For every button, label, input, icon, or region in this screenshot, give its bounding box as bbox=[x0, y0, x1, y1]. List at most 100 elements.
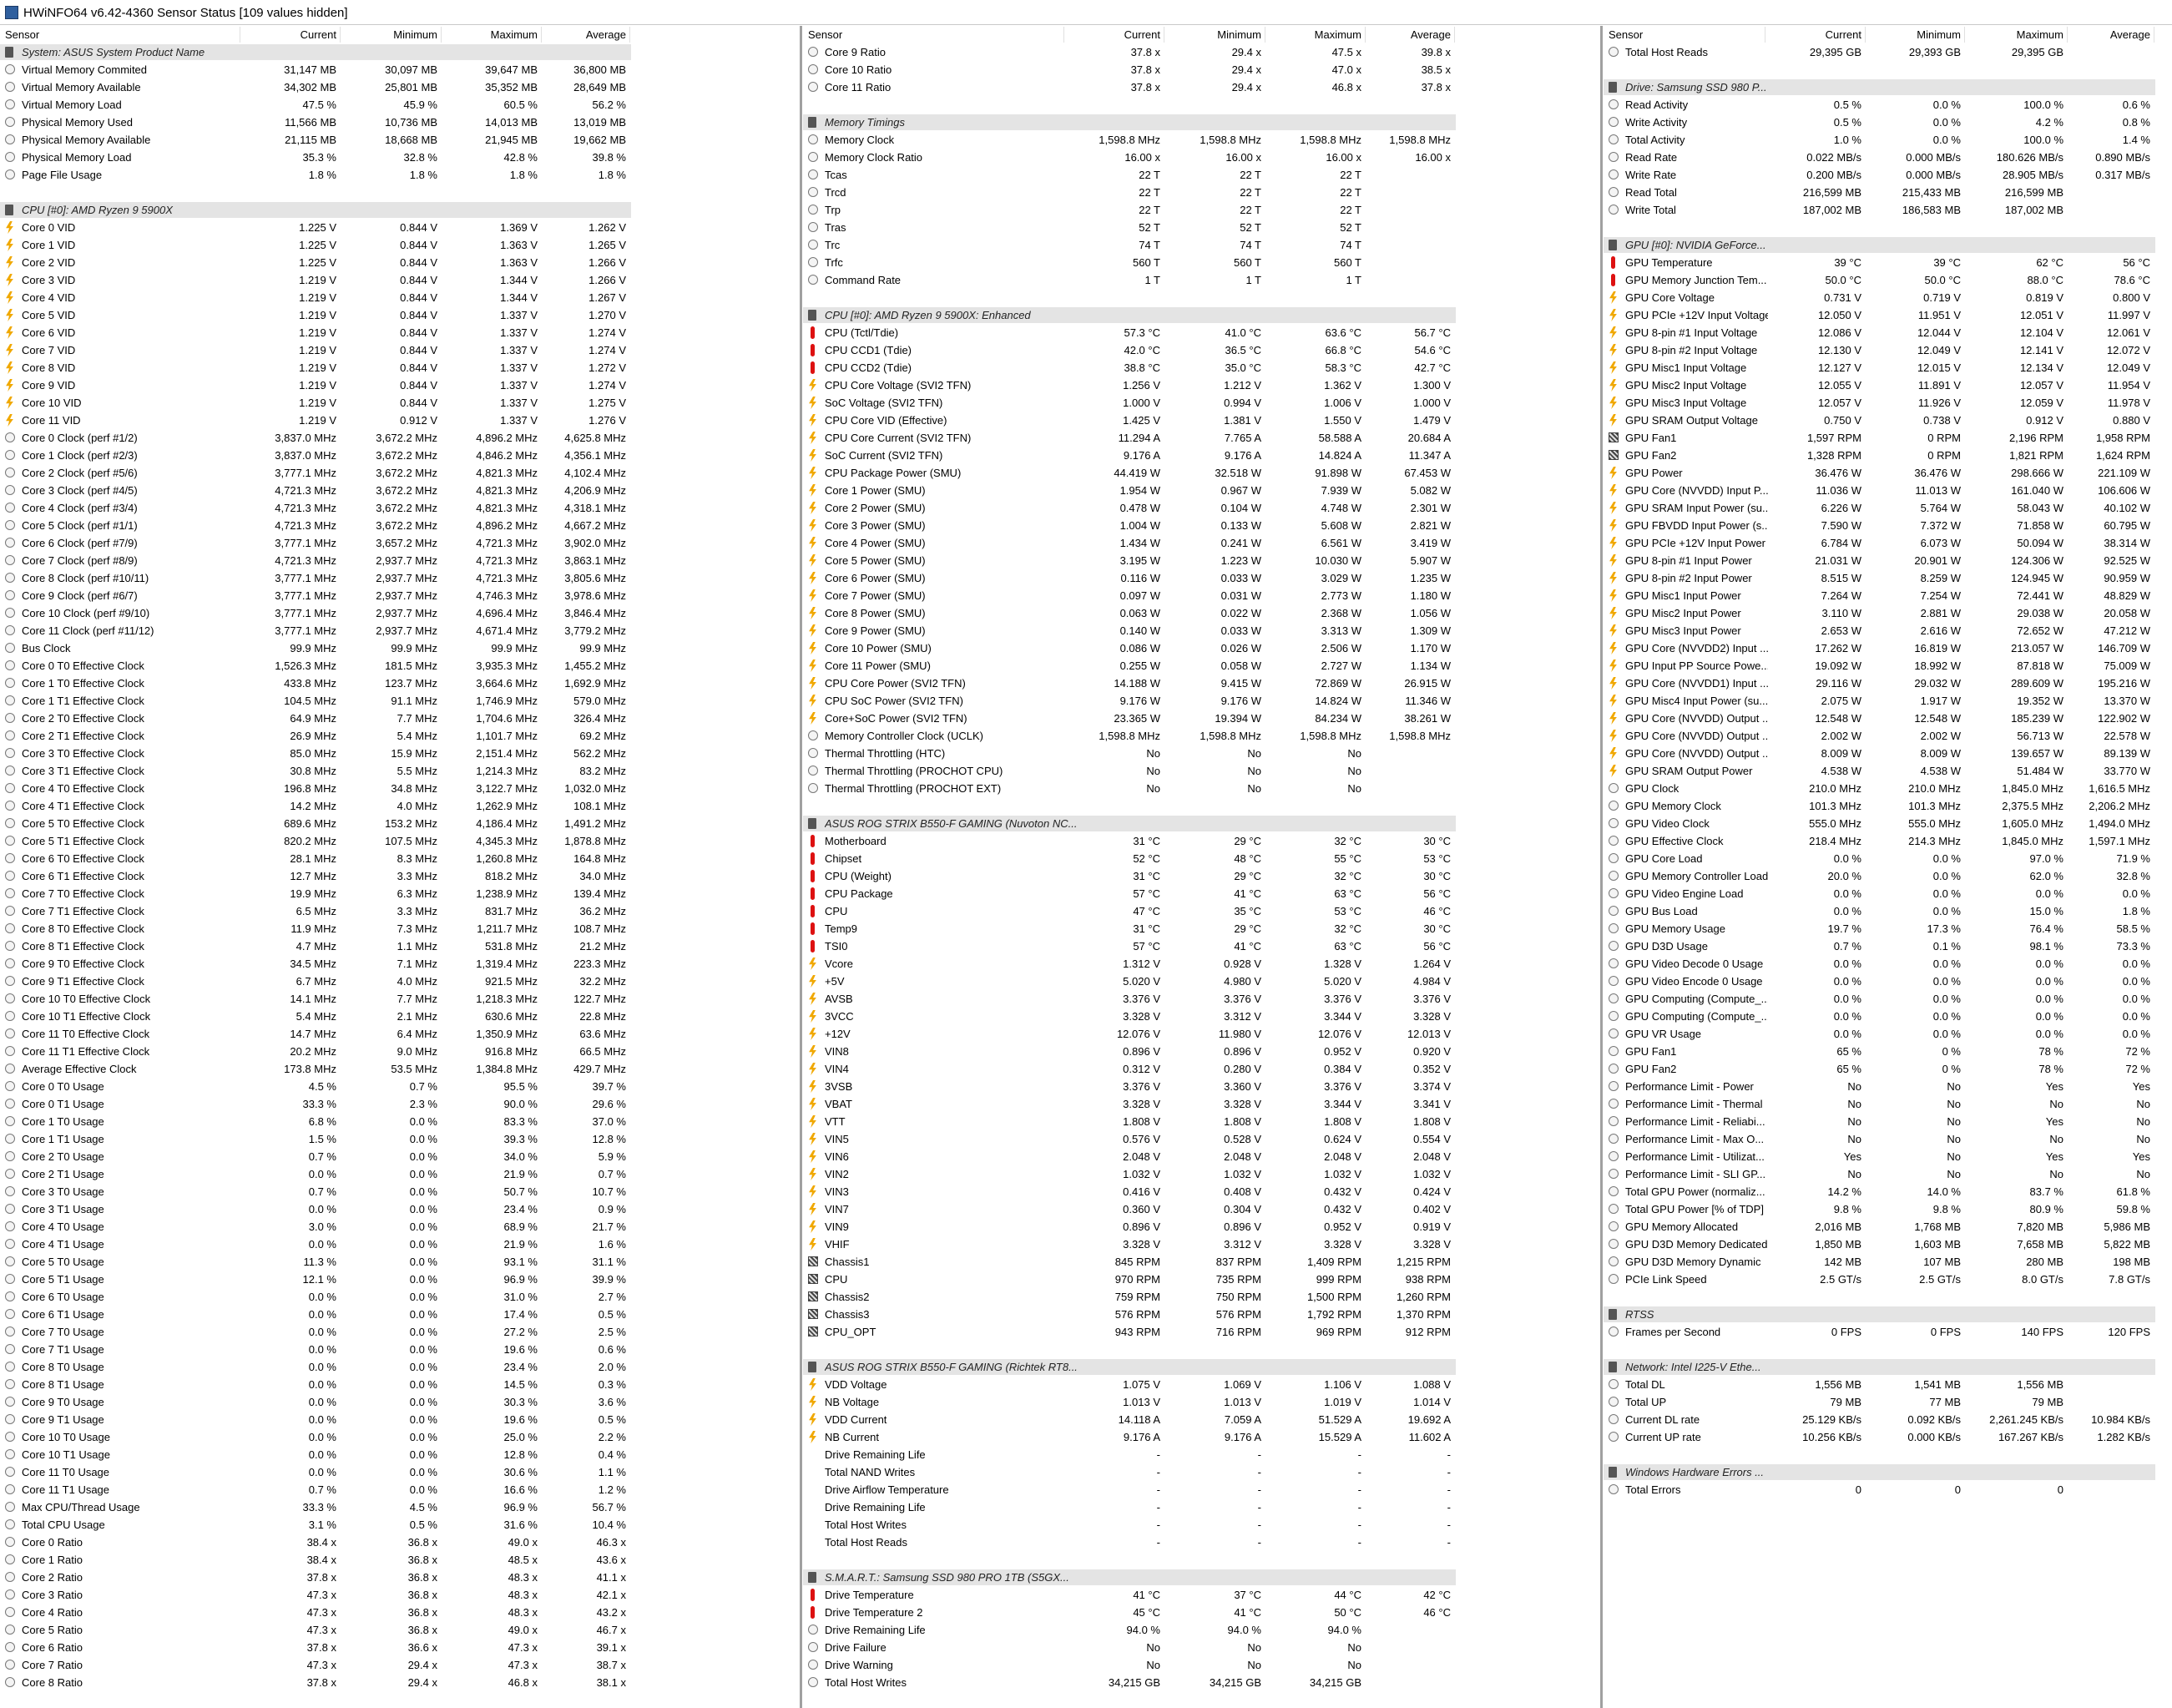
column-header: Average bbox=[2109, 28, 2150, 41]
sensor-value: No bbox=[1847, 1168, 1861, 1180]
sensor-value: 123.7 MHz bbox=[385, 677, 437, 690]
sensor-name: Core 1 VID bbox=[22, 239, 76, 251]
sensor-value: 50.094 W bbox=[2017, 537, 2063, 549]
sensor-value: 576 RPM bbox=[1215, 1308, 1261, 1321]
sensor-value: No bbox=[1847, 1098, 1861, 1110]
sensor-name: Core 11 Power (SMU) bbox=[825, 659, 931, 672]
sensor-value: 10,736 MB bbox=[385, 116, 437, 129]
sensor-value: 0.896 V bbox=[1123, 1045, 1160, 1058]
sensor-value: 0.0 % bbox=[409, 1168, 437, 1180]
sensor-name: Core 11 Clock (perf #11/12) bbox=[22, 624, 154, 637]
sensor-value: 37.8 x bbox=[1421, 81, 1451, 93]
sensor-value: 0.0 % bbox=[1833, 852, 1861, 865]
sensor-value: 29.6 % bbox=[592, 1098, 626, 1110]
sensor-value: 29.4 x bbox=[1231, 46, 1261, 58]
sensor-value: 1.300 V bbox=[1413, 379, 1451, 392]
sensor-name: Core 2 Ratio bbox=[22, 1571, 83, 1584]
sensor-column: Sensor Current Minimum Maximum Average Total … bbox=[1604, 26, 2172, 1708]
sensor-value: 34.8 MHz bbox=[391, 782, 437, 795]
sensor-value: 2.048 V bbox=[1123, 1150, 1160, 1163]
sensor-value: - bbox=[1257, 1466, 1261, 1478]
sensor-name: CPU Core Current (SVI2 TFN) bbox=[825, 432, 972, 444]
sensor-value: - bbox=[1447, 1466, 1451, 1478]
sensor-value: 48.3 x bbox=[508, 1606, 538, 1619]
sensor-value: 1.180 W bbox=[1410, 589, 1451, 602]
sensor-name: Core 4 T0 Effective Clock bbox=[22, 782, 144, 795]
sensor-name: Physical Memory Available bbox=[22, 134, 151, 146]
sensor-value: 50.0 °C bbox=[1825, 274, 1861, 286]
sensor-name: CPU Package bbox=[825, 887, 893, 900]
sensor-value: 0.5 % bbox=[1833, 99, 1861, 111]
sensor-icon bbox=[1609, 397, 1617, 409]
sensor-value: 29,395 GB bbox=[1809, 46, 1861, 58]
sensor-value: 0.0 % bbox=[308, 1291, 336, 1303]
sensor-value: 3,863.1 MHz bbox=[564, 554, 626, 567]
sensor-value: 0.0 % bbox=[409, 1466, 437, 1478]
sensor-value: 8.0 GT/s bbox=[2022, 1273, 2063, 1286]
sensor-value: 28,649 MB bbox=[573, 81, 626, 93]
sensor-value: 19.394 W bbox=[1215, 712, 1261, 725]
sensor-value: 0.0 % bbox=[1932, 870, 1961, 882]
sensor-value: 6.7 MHz bbox=[295, 975, 336, 988]
sensor-name: Core 10 T1 Usage bbox=[22, 1448, 110, 1461]
sensor-value: 3.328 V bbox=[1413, 1238, 1451, 1251]
sensor-value: 9.8 % bbox=[1932, 1203, 1961, 1215]
sensor-name: Core 3 VID bbox=[22, 274, 76, 286]
sensor-value: 0.0 % bbox=[409, 1378, 437, 1391]
sensor-value: 7.254 W bbox=[1920, 589, 1961, 602]
sensor-value: 0.0 % bbox=[308, 1431, 336, 1443]
sensor-name: Core 5 Power (SMU) bbox=[825, 554, 926, 567]
sensor-name: Core+SoC Power (SVI2 TFN) bbox=[825, 712, 967, 725]
sensor-icon bbox=[1609, 1379, 1619, 1389]
sensor-value: 0.0 % bbox=[409, 1220, 437, 1233]
sensor-value: 3,672.2 MHz bbox=[376, 467, 437, 479]
sensor-value: 38.8 °C bbox=[1124, 361, 1160, 374]
sensor-name: Average Effective Clock bbox=[22, 1063, 137, 1075]
sensor-value: Yes bbox=[2045, 1115, 2063, 1128]
sensor-value: 3,657.2 MHz bbox=[376, 537, 437, 549]
sensor-name: Total DL bbox=[1625, 1378, 1665, 1391]
sensor-value: 14.1 MHz bbox=[290, 993, 336, 1005]
sensor-value: 3,935.3 MHz bbox=[476, 659, 538, 672]
group-title: System: ASUS System Product Name bbox=[22, 46, 205, 58]
sensor-name: GPU Clock bbox=[1625, 782, 1680, 795]
sensor-value: No bbox=[1347, 1659, 1361, 1671]
sensor-icon bbox=[1609, 1274, 1619, 1284]
sensor-value: 167.267 KB/s bbox=[1998, 1431, 2063, 1443]
sensor-column: Sensor Current Minimum Maximum Average Core 9… bbox=[803, 26, 1600, 1708]
sensor-name: Core 7 Ratio bbox=[22, 1659, 83, 1671]
sensor-value: - bbox=[1447, 1501, 1451, 1513]
sensor-value: 3,777.1 MHz bbox=[275, 607, 336, 619]
sensor-name: Performance Limit - SLI GP... bbox=[1625, 1168, 1766, 1180]
sensor-value: 23.365 W bbox=[1114, 712, 1160, 725]
sensor-value: 820.2 MHz bbox=[284, 835, 336, 847]
sensor-icon bbox=[811, 887, 815, 900]
sensor-icon bbox=[5, 485, 15, 495]
sensor-name: CPU (Tctl/Tdie) bbox=[825, 326, 899, 339]
sensor-value: 51.484 W bbox=[2017, 765, 2063, 777]
sensor-value: 3.312 V bbox=[1224, 1238, 1261, 1251]
sensor-value: 0.0 % bbox=[2035, 887, 2063, 900]
sensor-value: 0.304 V bbox=[1224, 1203, 1261, 1215]
sensor-icon bbox=[809, 1238, 816, 1251]
sensor-value: 0.844 V bbox=[400, 309, 437, 321]
sensor-value: 0.7 % bbox=[308, 1185, 336, 1198]
sensor-icon bbox=[1609, 993, 1619, 1003]
sensor-value: 72.652 W bbox=[2017, 624, 2063, 637]
sensor-name: Core 5 T0 Effective Clock bbox=[22, 817, 144, 830]
sensor-value: No bbox=[1847, 1133, 1861, 1145]
sensor-value: No bbox=[2049, 1168, 2063, 1180]
group-title: Memory Timings bbox=[825, 116, 905, 129]
sensor-value: 94.0 % bbox=[1327, 1624, 1361, 1636]
sensor-value: 33.3 % bbox=[302, 1501, 336, 1513]
sensor-name: Performance Limit - Thermal bbox=[1625, 1098, 1763, 1110]
sensor-value: No bbox=[2049, 1098, 2063, 1110]
sensor-icon bbox=[809, 975, 816, 988]
sensor-value: 0.0 % bbox=[2035, 993, 2063, 1005]
sensor-value: 0.0 % bbox=[409, 1361, 437, 1373]
sensor-icon bbox=[809, 1168, 816, 1180]
sensor-value: 49.0 x bbox=[508, 1536, 538, 1549]
sensor-value: 0.0 % bbox=[1833, 958, 1861, 970]
sensor-value: 1.369 V bbox=[500, 221, 538, 234]
sensor-icon bbox=[5, 1537, 15, 1547]
